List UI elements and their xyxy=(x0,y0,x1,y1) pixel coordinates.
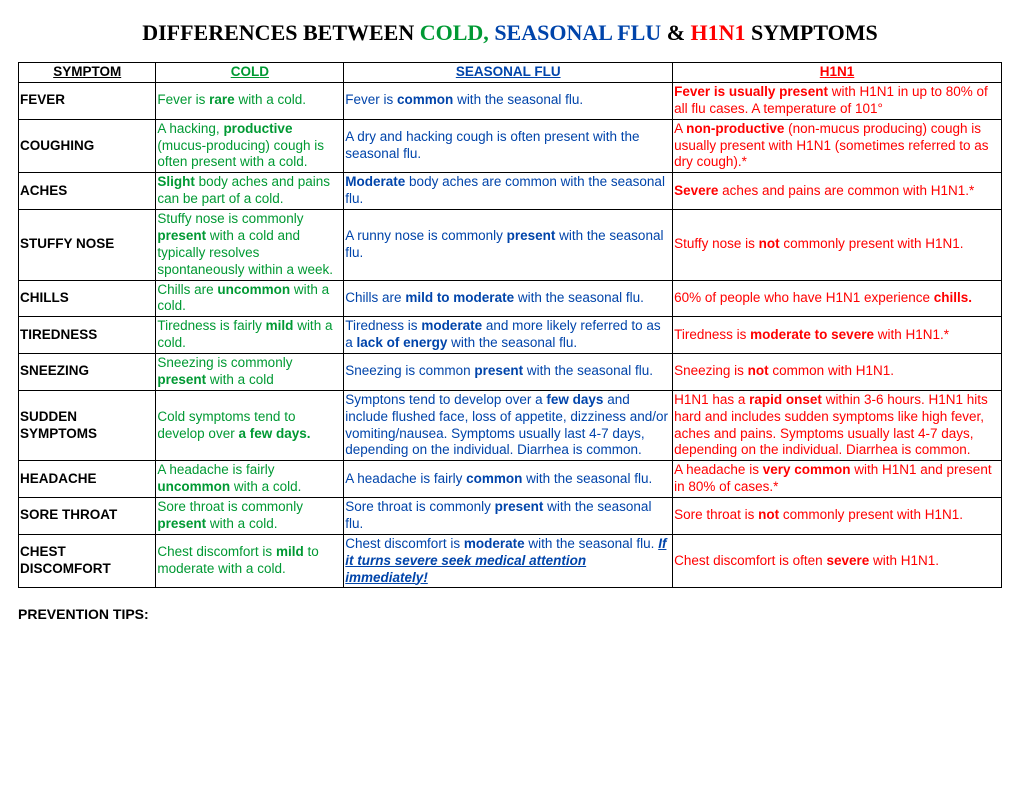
cell-h1n1: A headache is very common with H1N1 and … xyxy=(673,461,1002,498)
cell-flu: A runny nose is commonly present with th… xyxy=(344,210,673,281)
cell-h1n1: Stuffy nose is not commonly present with… xyxy=(673,210,1002,281)
header-h1n1: H1N1 xyxy=(673,63,1002,83)
header-symptom: SYMPTOM xyxy=(19,63,156,83)
table-row: FEVER Fever is rare with a cold. Fever i… xyxy=(19,82,1002,119)
title-pre: DIFFERENCES BETWEEN xyxy=(142,20,420,45)
table-row: ACHES Slight body aches and pains can be… xyxy=(19,173,1002,210)
table-row: CHILLS Chills are uncommon with a cold. … xyxy=(19,280,1002,317)
title-cold: COLD, xyxy=(420,20,495,45)
symptom-label: CHEST DISCOMFORT xyxy=(19,534,156,588)
symptom-label: SUDDEN SYMPTOMS xyxy=(19,390,156,461)
table-row: SORE THROAT Sore throat is commonly pres… xyxy=(19,498,1002,535)
table-row: COUGHING A hacking, productive (mucus-pr… xyxy=(19,119,1002,173)
symptom-label: ACHES xyxy=(19,173,156,210)
cell-flu: Tiredness is moderate and more likely re… xyxy=(344,317,673,354)
symptom-label: CHILLS xyxy=(19,280,156,317)
cell-flu: A headache is fairly common with the sea… xyxy=(344,461,673,498)
cell-cold: Tiredness is fairly mild with a cold. xyxy=(156,317,344,354)
cell-cold: Slight body aches and pains can be part … xyxy=(156,173,344,210)
cell-h1n1: Sneezing is not common with H1N1. xyxy=(673,354,1002,391)
prevention-tips-heading: PREVENTION TIPS: xyxy=(18,606,1002,622)
symptom-label: FEVER xyxy=(19,82,156,119)
symptom-label: SORE THROAT xyxy=(19,498,156,535)
cell-cold: Sore throat is commonly present with a c… xyxy=(156,498,344,535)
cell-h1n1: H1N1 has a rapid onset within 3-6 hours.… xyxy=(673,390,1002,461)
table-header-row: SYMPTOM COLD SEASONAL FLU H1N1 xyxy=(19,63,1002,83)
cell-h1n1: A non-productive (non-mucus producing) c… xyxy=(673,119,1002,173)
cell-h1n1: Tiredness is moderate to severe with H1N… xyxy=(673,317,1002,354)
symptoms-table: SYMPTOM COLD SEASONAL FLU H1N1 FEVER Fev… xyxy=(18,62,1002,588)
cell-flu: A dry and hacking cough is often present… xyxy=(344,119,673,173)
page-title: DIFFERENCES BETWEEN COLD, SEASONAL FLU &… xyxy=(18,20,1002,46)
table-row: STUFFY NOSE Stuffy nose is commonly pres… xyxy=(19,210,1002,281)
cell-cold: Chills are uncommon with a cold. xyxy=(156,280,344,317)
cell-cold: Cold symptoms tend to develop over a few… xyxy=(156,390,344,461)
cell-h1n1: Sore throat is not commonly present with… xyxy=(673,498,1002,535)
cell-flu: Moderate body aches are common with the … xyxy=(344,173,673,210)
title-amp: & xyxy=(667,20,691,45)
cell-cold: Fever is rare with a cold. xyxy=(156,82,344,119)
cell-flu: Chills are mild to moderate with the sea… xyxy=(344,280,673,317)
symptom-label: TIREDNESS xyxy=(19,317,156,354)
cell-h1n1: Chest discomfort is often severe with H1… xyxy=(673,534,1002,588)
cell-cold: A hacking, productive (mucus-producing) … xyxy=(156,119,344,173)
symptom-label: HEADACHE xyxy=(19,461,156,498)
cell-h1n1: Fever is usually present with H1N1 in up… xyxy=(673,82,1002,119)
cell-flu: Fever is common with the seasonal flu. xyxy=(344,82,673,119)
header-flu: SEASONAL FLU xyxy=(344,63,673,83)
symptom-label: SNEEZING xyxy=(19,354,156,391)
header-cold: COLD xyxy=(156,63,344,83)
cell-flu: Sore throat is commonly present with the… xyxy=(344,498,673,535)
table-row: HEADACHE A headache is fairly uncommon w… xyxy=(19,461,1002,498)
cell-flu: Symptons tend to develop over a few days… xyxy=(344,390,673,461)
cell-h1n1: 60% of people who have H1N1 experience c… xyxy=(673,280,1002,317)
table-row: SNEEZING Sneezing is commonly present wi… xyxy=(19,354,1002,391)
title-h1n1: H1N1 xyxy=(691,20,752,45)
cell-flu: Chest discomfort is moderate with the se… xyxy=(344,534,673,588)
table-row: TIREDNESS Tiredness is fairly mild with … xyxy=(19,317,1002,354)
title-post: SYMPTOMS xyxy=(751,20,878,45)
symptom-label: STUFFY NOSE xyxy=(19,210,156,281)
table-row: SUDDEN SYMPTOMS Cold symptoms tend to de… xyxy=(19,390,1002,461)
cell-flu: Sneezing is common present with the seas… xyxy=(344,354,673,391)
cell-cold: Chest discomfort is mild to moderate wit… xyxy=(156,534,344,588)
title-flu: SEASONAL FLU xyxy=(494,20,666,45)
cell-cold: Sneezing is commonly present with a cold xyxy=(156,354,344,391)
table-row: CHEST DISCOMFORT Chest discomfort is mil… xyxy=(19,534,1002,588)
symptom-label: COUGHING xyxy=(19,119,156,173)
cell-cold: A headache is fairly uncommon with a col… xyxy=(156,461,344,498)
cell-cold: Stuffy nose is commonly present with a c… xyxy=(156,210,344,281)
cell-h1n1: Severe aches and pains are common with H… xyxy=(673,173,1002,210)
